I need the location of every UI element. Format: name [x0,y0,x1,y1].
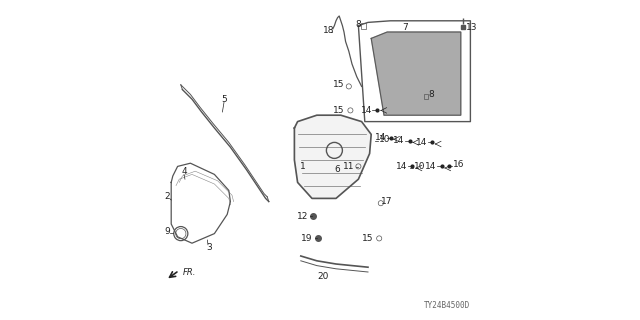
Text: 1: 1 [300,162,305,171]
Text: 17: 17 [381,197,392,206]
Bar [361,23,366,29]
Text: 2: 2 [164,192,170,201]
Text: 15: 15 [333,80,344,89]
Text: 10: 10 [415,162,426,171]
Text: 6: 6 [334,165,340,174]
Text: 19: 19 [301,234,312,243]
Text: 14: 14 [360,106,372,115]
Text: 4: 4 [181,167,187,176]
Text: 5: 5 [221,95,227,104]
Text: 15: 15 [333,106,344,115]
Text: 9: 9 [164,228,170,236]
Text: 14: 14 [396,162,407,171]
Text: 14: 14 [416,138,428,147]
Text: 3: 3 [207,244,212,252]
Text: 14: 14 [426,162,437,171]
Text: TY24B4500D: TY24B4500D [424,301,470,310]
Text: 13: 13 [466,23,477,32]
Polygon shape [294,115,371,198]
Text: FR.: FR. [183,268,196,277]
Text: 16: 16 [453,160,464,169]
Text: 14: 14 [375,133,387,142]
Text: 12: 12 [296,212,308,220]
Text: 11: 11 [343,162,355,171]
Text: 14: 14 [394,136,405,145]
Text: 10: 10 [380,135,390,144]
Text: 7: 7 [402,23,408,32]
Text: 15: 15 [362,234,374,243]
Polygon shape [371,32,461,115]
Text: 8: 8 [355,20,361,28]
Text: 20: 20 [317,272,329,281]
Bar [424,94,428,99]
Text: 8: 8 [429,90,435,99]
Text: 18: 18 [323,26,335,35]
